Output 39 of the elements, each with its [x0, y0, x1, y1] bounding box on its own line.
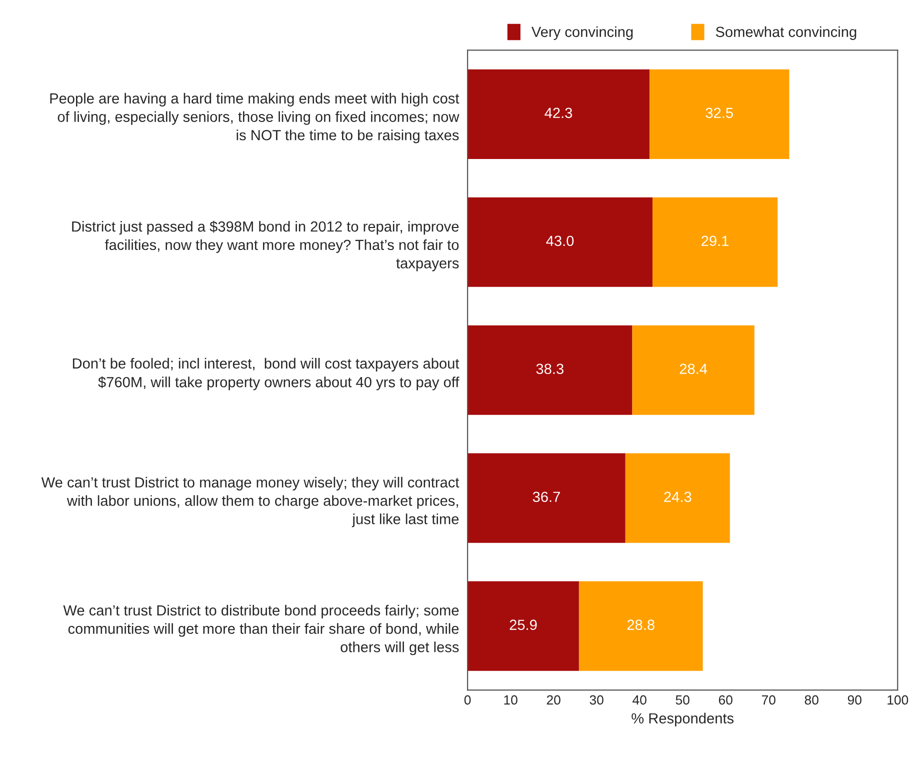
- x-tick-label: 70: [762, 695, 776, 705]
- data-label: 42.3: [544, 108, 572, 118]
- y-tick-label: District just passed a $398M bond in 2012 to repair, improve facilities, now they want more money? That’s not fair to taxpayers: [72, 220, 459, 272]
- x-tick-label: 50: [676, 695, 690, 705]
- bar: [632, 325, 754, 415]
- bar: [649, 69, 790, 159]
- x-tick-label: 60: [718, 695, 732, 705]
- data-label: 29.1: [702, 236, 729, 246]
- data-label: 28.4: [680, 364, 708, 374]
- x-tick-label: 90: [848, 695, 862, 705]
- bar: [652, 197, 778, 287]
- bar: [625, 453, 730, 543]
- x-tick-label: 20: [546, 695, 560, 705]
- x-tick-label: 80: [804, 695, 818, 705]
- y-tick-label: People are having a hard time making ends meet with high cost of living, especially seniors, those living on fixed incomes; now is NOT the time to be raising taxes: [50, 92, 460, 144]
- bar: [468, 69, 650, 159]
- y-tick-label: We can’t trust District to distribute bond proceeds fairly; some communities will get more than their fair share of bond, while others will get less: [63, 604, 459, 656]
- y-tick-label: Don’t be fooled; incl interest, bond will cost taxpayers about $760M, will take property owners about 40 yrs to pay off: [72, 358, 460, 390]
- x-axis-title: % Respondents: [632, 712, 734, 726]
- bar: [468, 581, 579, 671]
- bar: [468, 325, 632, 415]
- bar: [468, 453, 626, 543]
- x-tick-label: 30: [590, 695, 604, 705]
- x-tick-label: 40: [632, 695, 646, 705]
- data-label: 36.7: [532, 492, 560, 502]
- legend-label: Very convincing: [531, 26, 633, 40]
- bar: [578, 581, 703, 671]
- data-label: 28.8: [627, 620, 654, 630]
- data-label: 24.3: [664, 492, 692, 502]
- data-label: 32.5: [706, 108, 733, 118]
- data-label: 43.0: [546, 236, 574, 246]
- legend-label: Somewhat convincing: [716, 26, 856, 40]
- x-tick-label: 10: [504, 695, 518, 705]
- x-tick-label: 100: [888, 695, 908, 705]
- bar: [468, 197, 652, 287]
- data-label: 25.9: [510, 620, 537, 630]
- y-tick-label: We can’t trust District to manage money wisely; they will contract with labor unions, allow them to charge above-market prices, just like last time: [41, 476, 460, 528]
- data-label: 38.3: [536, 364, 564, 374]
- x-tick-label: 0: [464, 695, 471, 705]
